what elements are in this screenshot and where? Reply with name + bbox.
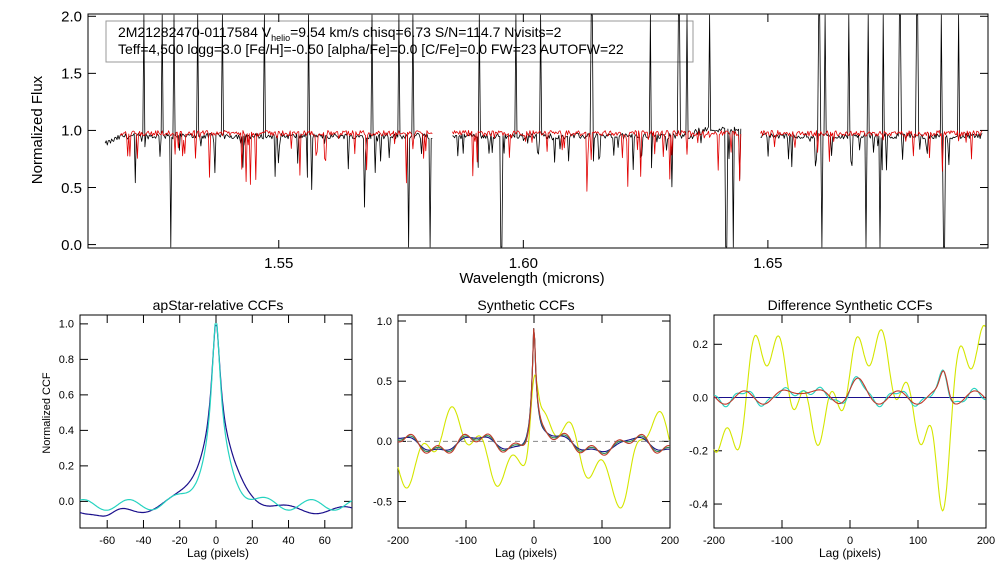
y-tick-label: 0.0 <box>59 496 74 508</box>
spectrum-observed-chip-1 <box>104 14 433 248</box>
panel-2-frame <box>397 314 671 529</box>
x-tick-label: -20 <box>172 535 188 547</box>
y-tick-label: 0.2 <box>59 461 74 473</box>
x-tick-label: 200 <box>661 535 679 547</box>
panel-3-axes: -200 -100 0 100 200 -0.4 -0.2 0.0 0.2 <box>689 314 995 547</box>
x-tick-label: -100 <box>771 535 793 547</box>
ccf1-ylabel: Normalized CCF <box>41 372 53 454</box>
x-tick-label: 0 <box>213 535 219 547</box>
x-tick-label: -100 <box>455 535 477 547</box>
y-tick-label: 0.6 <box>59 390 74 402</box>
spectrum-ylabel: Normalized Flux <box>29 75 46 184</box>
x-tick-label: 1.55 <box>264 255 293 272</box>
y-tick-label: 0.0 <box>693 392 708 404</box>
x-tick-label: 0 <box>531 535 537 547</box>
ccf1-series-visit 1 <box>79 325 353 517</box>
y-tick-label: 0.5 <box>61 180 82 197</box>
x-tick-label: -200 <box>387 535 409 547</box>
y-tick-label: 2.0 <box>61 9 82 26</box>
ccf3-xlabel: Lag (pixels) <box>819 546 881 560</box>
y-tick-label: -0.4 <box>689 499 708 511</box>
x-tick-label: -60 <box>99 535 115 547</box>
x-tick-label: 200 <box>977 535 995 547</box>
spectrum-model-chip-3 <box>760 129 983 172</box>
annotation-prefix: 2M21282470-0117584 V <box>118 24 272 40</box>
x-tick-label: 1.60 <box>509 255 538 272</box>
plot-layer: 1.55 1.60 1.650.00.51.01.52.0-60 -40 -20 0 20 4… <box>59 9 995 547</box>
panel-1-frame <box>79 314 353 529</box>
annotation-subscript: helio <box>271 33 290 43</box>
ccf2-title: Synthetic CCFs <box>477 297 574 313</box>
panel-0-axes: 1.55 1.60 1.65 0.0 0.5 1.0 1.5 2.0 <box>61 9 989 272</box>
y-tick-label: -0.2 <box>689 446 708 458</box>
x-tick-label: -40 <box>136 535 152 547</box>
y-tick-label: 1.0 <box>377 316 392 328</box>
x-tick-label: 1.65 <box>753 255 782 272</box>
ccf1-series-visit 2 <box>79 323 353 511</box>
x-tick-label: 20 <box>246 535 258 547</box>
x-tick-label: 60 <box>319 535 331 547</box>
spectrum-observed-chip-3 <box>760 14 983 248</box>
y-tick-label: 0.4 <box>59 425 74 437</box>
spectrum-model-chip-1 <box>119 129 433 185</box>
y-tick-label: 0.2 <box>693 339 708 351</box>
ccf2-xlabel: Lag (pixels) <box>495 546 557 560</box>
x-tick-label: 40 <box>282 535 294 547</box>
y-tick-label: 1.0 <box>59 319 74 331</box>
y-tick-label: -0.5 <box>373 496 392 508</box>
panel-2-axes: -200 -100 0 100 200 -0.5 0.0 0.5 1.0 <box>373 314 679 547</box>
panel-0-frame <box>87 13 989 249</box>
ccf3-series-yellow <box>713 324 986 512</box>
x-tick-label: -200 <box>703 535 725 547</box>
ccf2-series-yellow <box>397 374 670 509</box>
y-tick-label: 0.0 <box>61 237 82 254</box>
annotation-suffix: =9.54 km/s chisq=6.73 S/N=114.7 Nvisits=… <box>290 24 562 40</box>
ccf3-series-red <box>713 370 986 405</box>
y-tick-label: 1.5 <box>61 66 82 83</box>
y-tick-label: 0.8 <box>59 354 74 366</box>
annotation-line-1: 2M21282470-0117584 Vhelio=9.54 km/s chis… <box>118 24 562 43</box>
y-tick-label: 0.0 <box>377 436 392 448</box>
ccf1-title: apStar-relative CCFs <box>153 297 284 313</box>
ccf3-title: Difference Synthetic CCFs <box>768 297 933 313</box>
x-tick-label: 100 <box>593 535 611 547</box>
spectrum-model-chip-2 <box>452 129 742 192</box>
x-tick-label: 0 <box>847 535 853 547</box>
ccf2-series-red <box>397 328 670 456</box>
panel-1-axes: -60 -40 -20 0 20 40 60 0.0 0.2 0.4 0.6 0.8 1.0 <box>59 314 353 547</box>
y-tick-label: 1.0 <box>61 123 82 140</box>
y-tick-label: 0.5 <box>377 376 392 388</box>
ccf1-xlabel: Lag (pixels) <box>187 546 249 560</box>
x-tick-label: 100 <box>909 535 927 547</box>
annotation-line-2: Teff=4,500 logg=3.0 [Fe/H]=-0.50 [alpha/… <box>118 41 624 57</box>
spectrum-xlabel: Wavelength (microns) <box>459 270 604 287</box>
